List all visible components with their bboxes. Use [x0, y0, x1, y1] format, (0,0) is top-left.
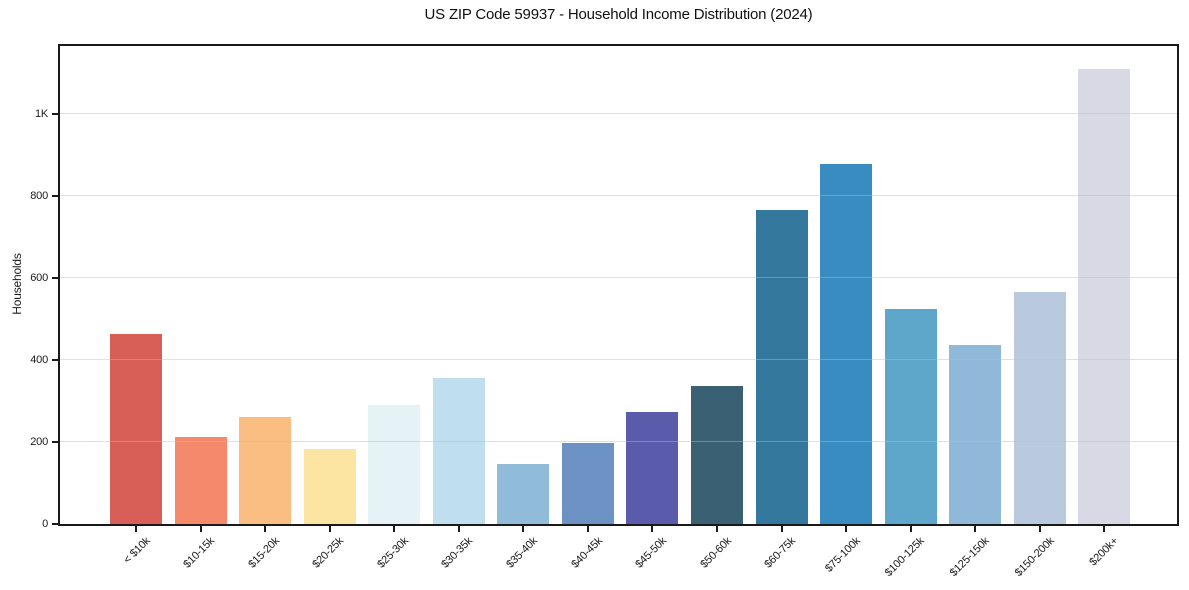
y-axis-label: Households [10, 253, 24, 315]
ytick-label-1k: 1K [34, 107, 48, 120]
bar-75-100k [820, 164, 873, 524]
xtick-label-2: $10-15k [181, 535, 218, 571]
ytick-mark-200 [52, 440, 58, 443]
xtick-label-3: $15-20k [245, 535, 282, 571]
xtick-mark-7 [522, 526, 525, 532]
ytick-label-400: 400 [30, 353, 48, 366]
xtick-mark-8 [586, 526, 589, 532]
xtick-label-7: $35-40k [504, 535, 540, 571]
xtick-mark-14 [974, 526, 977, 532]
xtick-label-9: $45-50k [633, 535, 669, 571]
xtick-label-10: $50-60k [697, 535, 734, 571]
xtick-label-15: $150-200k [1012, 535, 1057, 579]
bar-35-40k [497, 464, 550, 524]
xtick-mark-16 [1103, 526, 1106, 532]
bar-20-25k [303, 449, 356, 524]
xtick-mark-2 [199, 526, 202, 532]
ytick-label-600: 600 [30, 271, 48, 284]
xtick-mark-9 [651, 526, 654, 532]
chart-title: US ZIP Code 59937 - Household Income Dis… [424, 6, 813, 23]
gridline-1k [60, 112, 1177, 114]
xtick-label-11: $60-75k [762, 535, 798, 571]
bar-45-50k [626, 411, 679, 524]
ytick-label-200: 200 [30, 435, 48, 448]
ytick-mark-0 [52, 523, 58, 525]
xtick-label-12: $75-100k [822, 535, 863, 575]
xtick-mark-15 [1038, 526, 1041, 532]
xtick-label-16: $200k+ [1087, 535, 1121, 569]
ytick-label-800: 800 [30, 189, 48, 202]
ytick-mark-800 [52, 194, 58, 197]
bar-60-75k [755, 209, 808, 524]
gridline-200 [60, 440, 1177, 442]
bar-50-60k [690, 386, 743, 524]
gridline-400 [60, 358, 1177, 360]
ytick-mark-1k [52, 112, 58, 115]
xtick-label-1: < $10k [121, 535, 153, 567]
bar-15-20k [239, 416, 292, 524]
xtick-label-8: $40-45k [568, 535, 605, 571]
xtick-mark-3 [264, 526, 267, 532]
xtick-label-14: $125-150k [947, 535, 992, 579]
bar-10k [110, 334, 162, 524]
bar-100-125k [884, 308, 937, 524]
bar-30-35k [432, 377, 485, 524]
bar-10-15k [174, 436, 227, 524]
ytick-label-0: 0 [42, 518, 48, 530]
gridline-600 [60, 276, 1177, 278]
xtick-label-13: $100-125k [883, 535, 928, 579]
xtick-mark-10 [715, 526, 718, 532]
ytick-mark-600 [52, 276, 58, 279]
xtick-mark-5 [393, 526, 396, 532]
ytick-mark-400 [52, 358, 58, 361]
bar-25-30k [368, 404, 421, 524]
xtick-mark-13 [909, 526, 912, 532]
bar-200k [1078, 69, 1131, 524]
xtick-mark-12 [845, 526, 848, 532]
bar-150-200k [1013, 291, 1066, 524]
xtick-label-6: $30-35k [439, 535, 476, 571]
xtick-mark-1 [135, 526, 137, 532]
xtick-label-5: $25-30k [375, 535, 411, 571]
plot-area [58, 44, 1179, 526]
xtick-mark-11 [780, 526, 783, 532]
bar-40-45k [561, 443, 614, 524]
xtick-mark-4 [328, 526, 331, 532]
gridline-800 [60, 194, 1177, 196]
xtick-mark-6 [457, 526, 460, 532]
bar-125-150k [949, 345, 1002, 524]
xtick-label-4: $20-25k [310, 535, 347, 571]
